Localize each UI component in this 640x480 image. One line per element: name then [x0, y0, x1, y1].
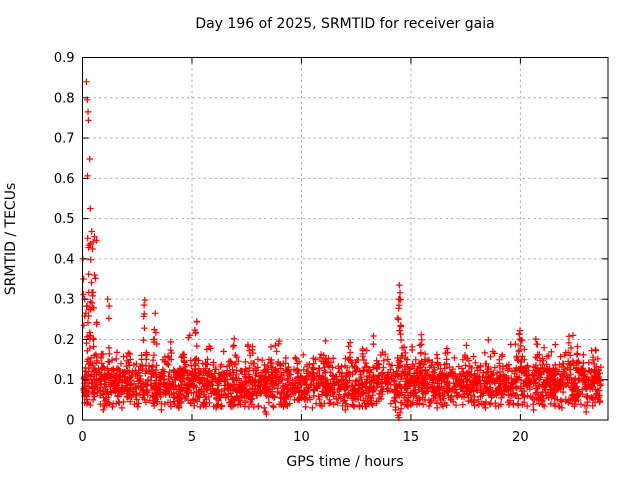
x-axis-title: GPS time / hours: [286, 454, 403, 470]
y-axis-title: SRMTID / TECUs: [3, 183, 19, 296]
y-tick-label: 0.3: [54, 293, 75, 308]
y-tick-label: 0.9: [54, 51, 75, 66]
y-tick-label: 0.6: [54, 172, 75, 187]
y-tick-label: 0: [66, 414, 74, 429]
y-tick-label: 0.2: [54, 333, 75, 348]
y-tick-label: 0.4: [54, 252, 75, 267]
x-tick-label: 10: [293, 430, 310, 445]
y-tick-label: 0.7: [54, 132, 75, 147]
chart-title: Day 196 of 2025, SRMTID for receiver gai…: [195, 16, 494, 32]
x-tick-label: 5: [188, 430, 196, 445]
x-tick-label: 20: [512, 430, 529, 445]
y-tick-label: 0.1: [54, 373, 75, 388]
axis-ticks: [82, 57, 608, 421]
data-points: [79, 78, 605, 421]
y-tick-label: 0.8: [54, 91, 75, 106]
y-tick-label: 0.5: [54, 212, 75, 227]
x-tick-label: 0: [78, 430, 86, 445]
plot-border: [82, 57, 609, 421]
tick-labels: 0 5 10 15 20 0 0.1 0.2 0.3 0.4 0.5 0.6 0.7 0.8 0.9: [54, 51, 529, 445]
x-tick-label: 15: [403, 430, 420, 445]
